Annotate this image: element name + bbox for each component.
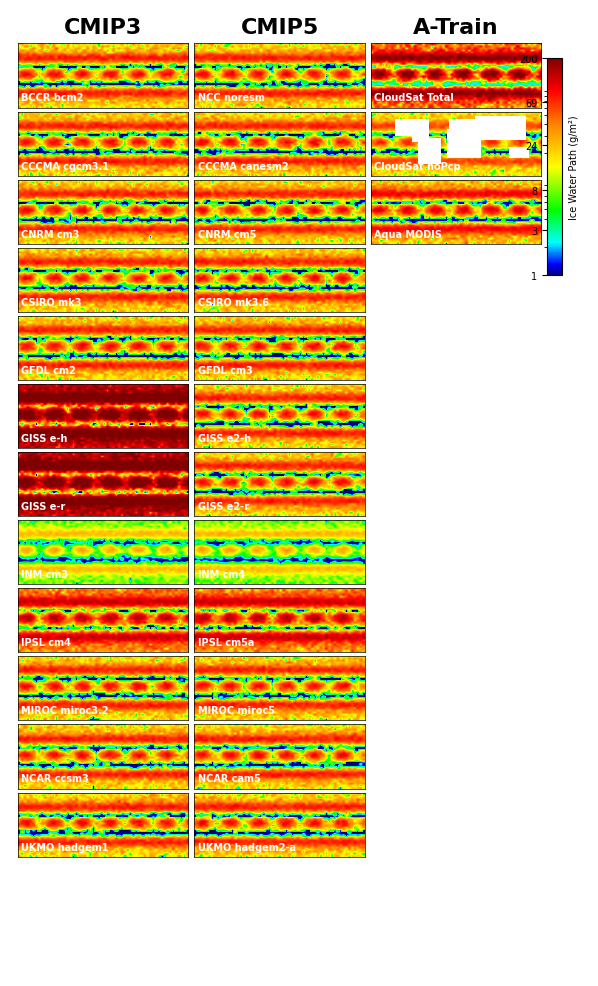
- Text: CloudSat noPcp: CloudSat noPcp: [374, 162, 461, 172]
- Text: NCC noresm: NCC noresm: [198, 94, 265, 104]
- Text: GISS e-h: GISS e-h: [22, 434, 68, 444]
- Text: CNRM cm5: CNRM cm5: [198, 230, 256, 240]
- Text: INM cm4: INM cm4: [198, 570, 245, 580]
- Text: CMIP5: CMIP5: [240, 18, 319, 37]
- Text: IPSL cm5a: IPSL cm5a: [198, 638, 254, 648]
- Text: INM cm3: INM cm3: [22, 570, 69, 580]
- Text: CNRM cm3: CNRM cm3: [22, 230, 80, 240]
- Text: UKMO hadgem1: UKMO hadgem1: [22, 842, 109, 852]
- Text: GFDL cm2: GFDL cm2: [22, 366, 76, 376]
- Text: CCCMA canesm2: CCCMA canesm2: [198, 162, 288, 172]
- Text: GISS e-r: GISS e-r: [22, 502, 66, 512]
- Text: CloudSat Total: CloudSat Total: [374, 94, 454, 104]
- Text: CCCMA cgcm3.1: CCCMA cgcm3.1: [22, 162, 109, 172]
- Text: NCAR ccsm3: NCAR ccsm3: [22, 774, 89, 784]
- Text: CSIRO mk3.6: CSIRO mk3.6: [198, 298, 269, 308]
- Text: IPSL cm4: IPSL cm4: [22, 638, 71, 648]
- Text: CMIP3: CMIP3: [64, 18, 142, 37]
- Text: CSIRO mk3: CSIRO mk3: [22, 298, 82, 308]
- Text: GISS e2-h: GISS e2-h: [198, 434, 251, 444]
- Text: UKMO hadgem2-a: UKMO hadgem2-a: [198, 842, 296, 852]
- Text: GFDL cm3: GFDL cm3: [198, 366, 252, 376]
- Text: NCAR cam5: NCAR cam5: [198, 774, 261, 784]
- Text: A-Train: A-Train: [413, 18, 499, 37]
- Text: BCCR bcm2: BCCR bcm2: [22, 94, 84, 104]
- Text: GISS e2-r: GISS e2-r: [198, 502, 249, 512]
- Text: MIROC miroc3.2: MIROC miroc3.2: [22, 706, 109, 716]
- Y-axis label: Ice Water Path (g/m²): Ice Water Path (g/m²): [569, 115, 579, 220]
- Text: MIROC miroc5: MIROC miroc5: [198, 706, 274, 716]
- Text: Aqua MODIS: Aqua MODIS: [374, 230, 442, 240]
